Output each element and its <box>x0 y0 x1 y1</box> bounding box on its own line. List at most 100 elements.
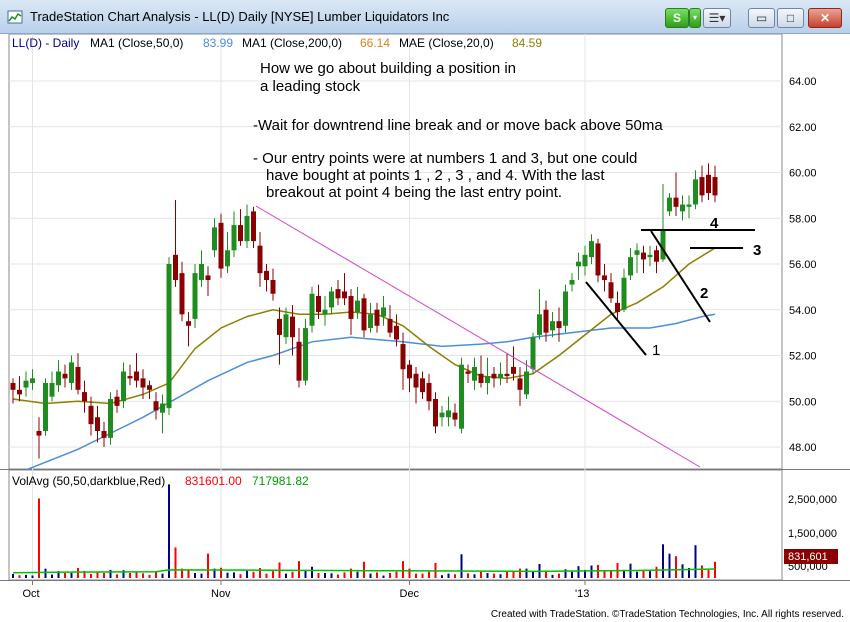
price-candle[interactable] <box>446 396 451 427</box>
price-candle[interactable] <box>231 211 237 258</box>
price-candle[interactable] <box>335 280 341 306</box>
price-candle[interactable] <box>69 355 74 390</box>
price-candle[interactable] <box>62 364 68 388</box>
price-candle[interactable] <box>706 163 711 200</box>
price-candle[interactable] <box>95 405 100 443</box>
price-candle[interactable] <box>290 305 295 356</box>
price-candle[interactable] <box>205 266 211 297</box>
price-candle[interactable] <box>361 293 367 338</box>
price-candle[interactable] <box>517 366 523 406</box>
price-candle[interactable] <box>23 371 29 397</box>
price-candle[interactable] <box>49 371 55 402</box>
price-candle[interactable] <box>647 245 653 267</box>
price-candle[interactable] <box>270 268 276 301</box>
price-candle[interactable] <box>277 307 282 365</box>
price-candle[interactable] <box>121 362 126 409</box>
price-candle[interactable] <box>43 378 48 436</box>
price-candle[interactable] <box>140 369 146 399</box>
maximize-button[interactable]: □ <box>777 8 804 28</box>
price-candle[interactable] <box>186 312 191 347</box>
price-candle[interactable] <box>75 353 81 395</box>
price-candle[interactable] <box>420 371 425 399</box>
price-candle[interactable] <box>459 357 464 434</box>
strategy-dropdown-button[interactable]: ▾ <box>689 8 701 28</box>
price-candle[interactable] <box>348 289 354 335</box>
price-candle[interactable] <box>127 364 133 386</box>
strategy-button[interactable]: S <box>665 8 689 28</box>
price-candle[interactable] <box>550 312 555 338</box>
price-candle[interactable] <box>433 392 438 434</box>
minimize-button[interactable]: ▭ <box>748 8 775 28</box>
price-candle[interactable] <box>238 209 243 246</box>
price-candle[interactable] <box>309 286 315 333</box>
price-candle[interactable] <box>166 257 172 415</box>
price-candle[interactable] <box>101 421 107 447</box>
price-candle[interactable] <box>667 193 672 216</box>
price-candle[interactable] <box>322 296 328 326</box>
price-candle[interactable] <box>686 195 692 219</box>
price-candle[interactable] <box>355 286 360 319</box>
price-candle[interactable] <box>569 273 575 292</box>
price-candle[interactable] <box>179 261 185 322</box>
price-candle[interactable] <box>693 170 698 210</box>
price-candle[interactable] <box>82 380 87 413</box>
price-candle[interactable] <box>478 355 484 388</box>
price-candle[interactable] <box>498 362 503 386</box>
price-candle[interactable] <box>192 264 198 329</box>
price-candle[interactable] <box>36 417 42 459</box>
price-candle[interactable] <box>511 346 516 381</box>
price-candle[interactable] <box>407 360 412 393</box>
price-candle[interactable] <box>699 165 705 203</box>
trendline-point-2[interactable] <box>650 230 711 323</box>
price-candle[interactable] <box>602 264 607 292</box>
price-candle[interactable] <box>212 218 217 258</box>
price-candle[interactable] <box>452 403 458 427</box>
price-candle[interactable] <box>582 245 588 276</box>
price-candle[interactable] <box>283 307 289 345</box>
price-candle[interactable] <box>108 392 113 445</box>
price-candle[interactable] <box>368 302 373 333</box>
price-candle[interactable] <box>374 302 380 333</box>
trendline-point-1[interactable] <box>585 281 647 356</box>
price-candle[interactable] <box>114 389 120 413</box>
price-candle[interactable] <box>556 307 562 342</box>
price-candle[interactable] <box>615 291 620 319</box>
price-candle[interactable] <box>634 243 640 274</box>
price-candle[interactable] <box>439 405 445 427</box>
price-candle[interactable] <box>673 172 679 216</box>
price-candle[interactable] <box>381 296 386 326</box>
price-candle[interactable] <box>218 213 224 278</box>
price-candle[interactable] <box>251 206 256 248</box>
chart-area[interactable]: 64.00 62.00 60.00 58.00 56.00 54.00 52.00 50.00… <box>0 33 850 609</box>
price-candle[interactable] <box>342 273 347 306</box>
price-candle[interactable] <box>30 369 35 390</box>
price-candle[interactable] <box>160 394 165 434</box>
price-candle[interactable] <box>563 284 568 333</box>
price-candle[interactable] <box>465 364 471 383</box>
price-candle[interactable] <box>595 238 601 283</box>
price-candle[interactable] <box>641 245 646 274</box>
price-candle[interactable] <box>10 378 16 404</box>
price-candle[interactable] <box>264 264 269 292</box>
price-candle[interactable] <box>621 268 627 313</box>
close-button[interactable]: ✕ <box>808 8 842 28</box>
price-candle[interactable] <box>413 366 419 404</box>
price-candle[interactable] <box>537 289 542 340</box>
price-candle[interactable] <box>225 231 230 274</box>
price-candle[interactable] <box>56 360 61 393</box>
price-candle[interactable] <box>400 332 406 390</box>
price-candle[interactable] <box>504 353 510 383</box>
price-candle[interactable] <box>543 300 549 342</box>
window-menu-button[interactable]: ☰▾ <box>703 8 731 28</box>
price-candle[interactable] <box>329 286 334 315</box>
price-candle[interactable] <box>472 357 477 390</box>
chart-canvas[interactable]: 64.00 62.00 60.00 58.00 56.00 54.00 52.00 50.00… <box>0 33 850 609</box>
price-candle[interactable] <box>134 353 139 388</box>
downtrend-line[interactable] <box>255 205 701 468</box>
price-candle[interactable] <box>303 318 308 386</box>
price-candle[interactable] <box>589 234 594 264</box>
price-candle[interactable] <box>680 195 685 221</box>
price-candle[interactable] <box>257 231 263 287</box>
price-candle[interactable] <box>244 204 250 248</box>
price-candle[interactable] <box>316 284 321 319</box>
